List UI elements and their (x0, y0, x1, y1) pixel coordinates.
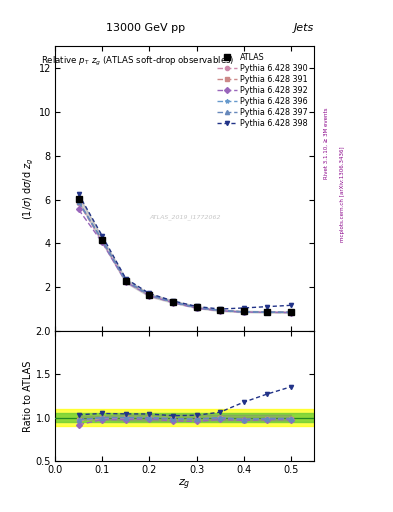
Pythia 6.428 397 (100, 237, 105, 243)
Pythia 6.428 391 (265, 309, 270, 315)
Pythia 6.428 397 (123, 278, 128, 284)
Text: 13000 GeV pp: 13000 GeV pp (106, 23, 185, 33)
Pythia 6.428 397 (147, 292, 152, 298)
Pythia 6.428 398 (218, 306, 222, 312)
Pythia 6.428 396 (194, 305, 199, 311)
Pythia 6.428 396 (265, 309, 270, 315)
Text: Relative $p_{\rm T}$ $z_g$ (ATLAS soft-drop observables): Relative $p_{\rm T}$ $z_g$ (ATLAS soft-d… (41, 55, 235, 68)
Line: Pythia 6.428 390: Pythia 6.428 390 (77, 201, 293, 314)
Pythia 6.428 396 (100, 237, 105, 243)
ATLAS (265, 309, 270, 315)
Pythia 6.428 396 (218, 307, 222, 313)
ATLAS (288, 309, 293, 315)
Pythia 6.428 398 (194, 303, 199, 309)
Text: Jets: Jets (294, 23, 314, 33)
Text: ATLAS_2019_I1772062: ATLAS_2019_I1772062 (149, 215, 220, 220)
Pythia 6.428 391 (288, 309, 293, 315)
Pythia 6.428 390 (76, 200, 81, 206)
Pythia 6.428 390 (218, 307, 222, 313)
Pythia 6.428 397 (241, 309, 246, 315)
Pythia 6.428 397 (265, 309, 270, 315)
Line: Pythia 6.428 397: Pythia 6.428 397 (77, 200, 293, 314)
Pythia 6.428 398 (171, 298, 175, 304)
Pythia 6.428 398 (100, 233, 105, 239)
Pythia 6.428 392 (265, 309, 270, 315)
Pythia 6.428 398 (147, 290, 152, 296)
Pythia 6.428 398 (123, 275, 128, 282)
Pythia 6.428 396 (147, 292, 152, 298)
Pythia 6.428 396 (76, 199, 81, 205)
ATLAS (76, 196, 81, 202)
Pythia 6.428 390 (241, 309, 246, 315)
Pythia 6.428 390 (123, 278, 128, 284)
ATLAS (171, 298, 175, 305)
Pythia 6.428 398 (288, 302, 293, 308)
Pythia 6.428 397 (171, 299, 175, 305)
ATLAS (147, 292, 152, 298)
Line: ATLAS: ATLAS (75, 196, 294, 315)
Pythia 6.428 396 (288, 309, 293, 315)
X-axis label: $z_g$: $z_g$ (178, 478, 191, 492)
Line: Pythia 6.428 398: Pythia 6.428 398 (77, 192, 293, 311)
Pythia 6.428 392 (288, 309, 293, 315)
Pythia 6.428 392 (218, 308, 222, 314)
Pythia 6.428 392 (100, 239, 105, 245)
Line: Pythia 6.428 391: Pythia 6.428 391 (77, 200, 293, 314)
Pythia 6.428 390 (100, 238, 105, 244)
Pythia 6.428 392 (76, 206, 81, 212)
Pythia 6.428 392 (147, 292, 152, 298)
Pythia 6.428 392 (123, 279, 128, 285)
Line: Pythia 6.428 396: Pythia 6.428 396 (77, 200, 293, 314)
Pythia 6.428 396 (123, 278, 128, 284)
ATLAS (123, 278, 128, 284)
Pythia 6.428 396 (171, 299, 175, 305)
Pythia 6.428 398 (265, 304, 270, 310)
Text: Rivet 3.1.10, ≥ 3M events: Rivet 3.1.10, ≥ 3M events (324, 108, 329, 179)
Pythia 6.428 397 (76, 199, 81, 205)
Text: mcplots.cern.ch [arXiv:1306.3436]: mcplots.cern.ch [arXiv:1306.3436] (340, 147, 345, 242)
Pythia 6.428 392 (171, 300, 175, 306)
Pythia 6.428 397 (194, 305, 199, 311)
Pythia 6.428 390 (194, 305, 199, 311)
Pythia 6.428 391 (171, 299, 175, 305)
Pythia 6.428 391 (241, 309, 246, 315)
ATLAS (100, 237, 105, 243)
Bar (55, 413, 314, 422)
Legend: ATLAS, Pythia 6.428 390, Pythia 6.428 391, Pythia 6.428 392, Pythia 6.428 396, P: ATLAS, Pythia 6.428 390, Pythia 6.428 39… (215, 50, 310, 130)
Pythia 6.428 392 (194, 305, 199, 311)
Y-axis label: Ratio to ATLAS: Ratio to ATLAS (23, 360, 33, 432)
Pythia 6.428 390 (171, 299, 175, 305)
Pythia 6.428 391 (147, 292, 152, 298)
Pythia 6.428 398 (76, 191, 81, 197)
Pythia 6.428 398 (241, 305, 246, 311)
Pythia 6.428 391 (194, 305, 199, 311)
Pythia 6.428 391 (218, 307, 222, 313)
Pythia 6.428 390 (147, 292, 152, 298)
ATLAS (218, 307, 222, 313)
Y-axis label: $(1/\sigma)$ d$\sigma$/d $z_g$: $(1/\sigma)$ d$\sigma$/d $z_g$ (21, 157, 36, 220)
Pythia 6.428 396 (241, 309, 246, 315)
Pythia 6.428 397 (288, 309, 293, 315)
Pythia 6.428 390 (265, 309, 270, 315)
Pythia 6.428 392 (241, 309, 246, 315)
Pythia 6.428 391 (100, 237, 105, 243)
Pythia 6.428 391 (123, 278, 128, 284)
Pythia 6.428 390 (288, 309, 293, 315)
Pythia 6.428 397 (218, 307, 222, 313)
ATLAS (241, 308, 246, 314)
Line: Pythia 6.428 392: Pythia 6.428 392 (77, 207, 293, 315)
ATLAS (194, 304, 199, 310)
Bar (55, 409, 314, 426)
Pythia 6.428 391 (76, 199, 81, 205)
